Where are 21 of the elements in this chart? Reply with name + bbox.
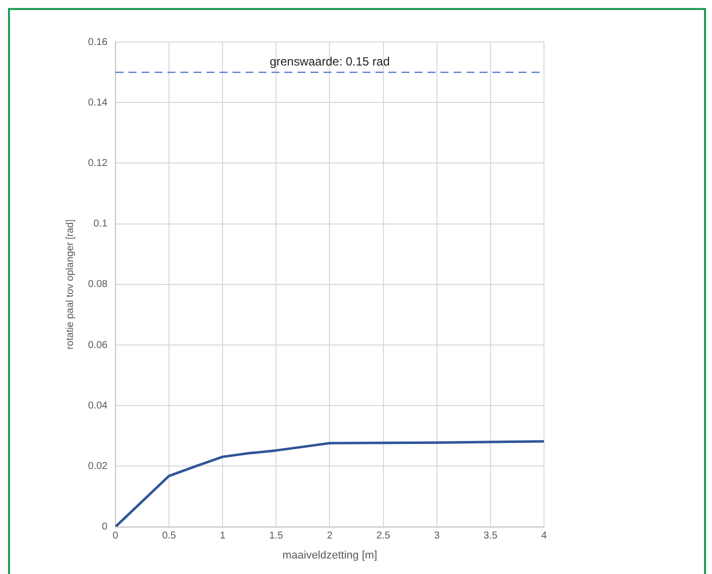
y-tick-label: 0.02 bbox=[88, 460, 108, 472]
x-tick-label: 2.5 bbox=[376, 530, 391, 542]
y-tick-label: 0 bbox=[102, 522, 108, 533]
y-tick-label: 0.1 bbox=[94, 218, 108, 230]
x-tick-label: 4 bbox=[541, 530, 548, 542]
x-tick-label: 2 bbox=[326, 530, 333, 542]
x-tick-label: 1.5 bbox=[269, 530, 284, 542]
x-tick-label: 3.5 bbox=[483, 530, 498, 542]
y-tick-label: 0.04 bbox=[88, 400, 108, 412]
x-tick-label: 0.5 bbox=[162, 530, 176, 542]
y-tick-label: 0.12 bbox=[88, 158, 108, 169]
x-tick-label: 1 bbox=[220, 530, 226, 542]
y-tick-label: 0.06 bbox=[88, 340, 108, 351]
y-axis-title: rotatie paal tov oplanger [rad] bbox=[64, 219, 76, 350]
y-tick-label: 0.16 bbox=[88, 36, 108, 48]
x-axis-title: maaiveldzetting [m] bbox=[282, 549, 378, 562]
y-tick-label: 0.08 bbox=[88, 279, 108, 290]
y-tick-label: 0.14 bbox=[88, 97, 108, 108]
x-tick-label: 0 bbox=[112, 530, 119, 542]
ref-line-label: grenswaarde: 0.15 rad bbox=[270, 54, 390, 69]
x-tick-label: 3 bbox=[434, 530, 440, 542]
